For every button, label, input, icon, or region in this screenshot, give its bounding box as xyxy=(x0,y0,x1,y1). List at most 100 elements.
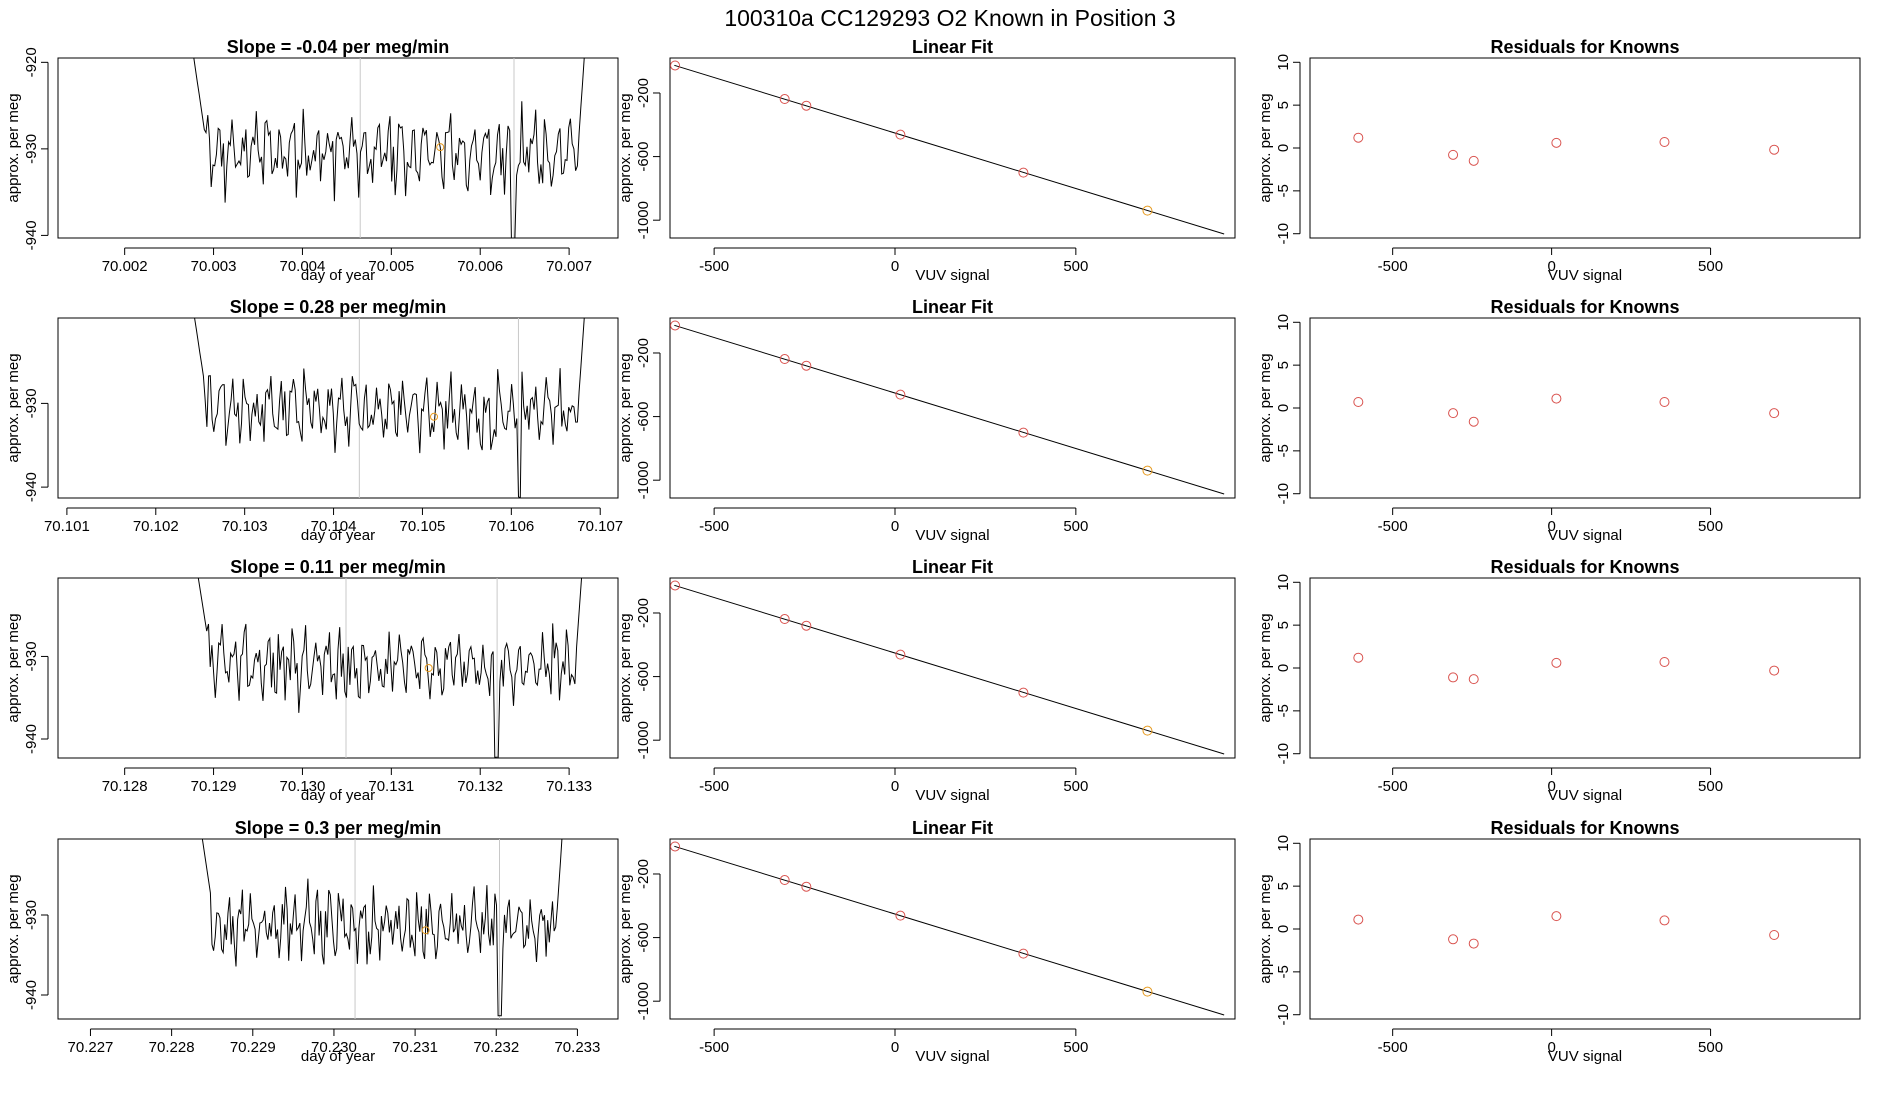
y-axis-label: approx. per meg xyxy=(1257,353,1274,462)
x-axis-label: day of year xyxy=(301,787,375,804)
data-point xyxy=(670,320,681,331)
time-series-line xyxy=(201,839,563,1017)
y-axis-label: approx. per meg xyxy=(5,93,22,202)
y-tick-label: -600 xyxy=(635,142,652,172)
x-tick-label: 70.004 xyxy=(279,258,325,275)
y-axis-label: approx. per meg xyxy=(1257,93,1274,202)
data-point xyxy=(895,389,906,400)
x-tick-label: 70.233 xyxy=(554,1039,600,1056)
x-axis: -500 0 500 xyxy=(699,1028,1088,1056)
y-tick-label: 0 xyxy=(1275,664,1292,672)
residual-point xyxy=(1551,137,1562,148)
y-axis: -200 -600 -1000 xyxy=(635,78,661,239)
y-tick-label: -10 xyxy=(1275,483,1292,505)
data-point xyxy=(670,580,681,591)
panel-time-2: Slope = 0.28 per meg/min day of year appro… xyxy=(5,297,623,544)
time-series-line xyxy=(193,58,585,238)
y-axis: -930 -940 xyxy=(23,388,49,502)
highlight-point xyxy=(424,664,433,672)
plot-frame xyxy=(57,57,619,239)
x-axis-label: day of year xyxy=(301,267,375,284)
highlight-point xyxy=(421,926,430,935)
x-axis-label: VUV signal xyxy=(915,787,989,804)
x-axis: -500 0 500 xyxy=(1378,1028,1723,1056)
fit-line xyxy=(674,845,1225,1016)
x-tick-label: 0 xyxy=(891,778,899,795)
panel-title: Slope = -0.04 per meg/min xyxy=(227,37,450,57)
plot-area xyxy=(1353,393,1780,427)
data-point xyxy=(670,841,681,852)
residual-point xyxy=(1659,137,1670,147)
x-tick-label: 70.104 xyxy=(311,518,357,535)
x-axis: -500 0 500 xyxy=(1378,767,1723,795)
plot-frame xyxy=(1309,57,1861,239)
x-tick-label: 70.102 xyxy=(133,518,179,535)
x-tick-label: 0 xyxy=(891,1039,899,1056)
data-point xyxy=(779,354,790,365)
y-axis: -930 -940 xyxy=(23,900,49,1010)
y-tick-label: -940 xyxy=(23,472,40,502)
x-tick-label: -500 xyxy=(1378,518,1408,535)
data-point xyxy=(801,100,812,111)
x-tick-label: 70.232 xyxy=(473,1039,519,1056)
x-tick-label: 0 xyxy=(1547,518,1555,535)
x-tick-label: -500 xyxy=(1378,258,1408,275)
x-axis: -500 0 500 xyxy=(699,507,1088,535)
x-axis: 70.101 70.102 70.103 70.104 70.105 70.106 70.1… xyxy=(44,507,623,535)
panel-title: Linear Fit xyxy=(912,37,993,57)
y-axis: -920 -930 -940 xyxy=(23,47,49,250)
data-point xyxy=(895,649,906,660)
residual-point xyxy=(1353,397,1364,407)
y-tick-label: 5 xyxy=(1275,361,1292,369)
plot-frame xyxy=(1309,577,1861,759)
y-tick-label: -10 xyxy=(1275,223,1292,245)
residual-point xyxy=(1468,674,1479,685)
x-tick-label: 500 xyxy=(1063,778,1088,795)
x-tick-label: 70.129 xyxy=(191,778,237,795)
y-tick-label: 0 xyxy=(1275,144,1292,152)
y-tick-label: -10 xyxy=(1275,743,1292,765)
data-point xyxy=(1018,687,1029,698)
y-tick-label: -940 xyxy=(23,980,40,1010)
x-tick-label: 70.132 xyxy=(457,778,503,795)
x-axis: -500 0 500 xyxy=(699,247,1088,275)
x-axis: -500 0 500 xyxy=(1378,507,1723,535)
y-tick-label: -1000 xyxy=(635,982,652,1020)
y-axis-label: approx. per meg xyxy=(617,613,634,722)
x-axis-label: VUV signal xyxy=(1548,527,1622,544)
y-tick-label: -940 xyxy=(23,220,40,250)
y-axis: -200 -600 -1000 xyxy=(635,859,661,1020)
y-tick-label: -940 xyxy=(23,724,40,754)
y-tick-label: -200 xyxy=(635,78,652,108)
data-point xyxy=(1018,427,1029,438)
plot-frame xyxy=(1309,838,1861,1020)
y-tick-label: -1000 xyxy=(635,201,652,239)
data-point xyxy=(779,875,790,886)
x-axis-label: VUV signal xyxy=(1548,787,1622,804)
highlight-point xyxy=(1142,725,1153,736)
y-tick-label: 10 xyxy=(1275,835,1292,852)
plot-area xyxy=(670,580,1225,755)
x-tick-label: 70.106 xyxy=(488,518,534,535)
plot-frame xyxy=(57,577,619,759)
data-point xyxy=(895,129,906,140)
x-tick-label: 500 xyxy=(1063,518,1088,535)
time-series-line xyxy=(197,578,583,758)
residual-point xyxy=(1551,393,1562,404)
panel-title: Linear Fit xyxy=(912,297,993,317)
y-tick-label: -600 xyxy=(635,662,652,692)
x-axis-label: VUV signal xyxy=(915,267,989,284)
x-tick-label: -500 xyxy=(699,1039,729,1056)
x-tick-label: 70.128 xyxy=(102,778,148,795)
x-tick-label: -500 xyxy=(1378,778,1408,795)
x-tick-label: 70.101 xyxy=(44,518,90,535)
x-tick-label: 500 xyxy=(1698,1039,1723,1056)
panel-fit-1: Linear Fit VUV signal approx. per meg -500 0… xyxy=(617,37,1236,284)
x-tick-label: 70.229 xyxy=(230,1039,276,1056)
y-tick-label: 10 xyxy=(1275,574,1292,591)
y-tick-label: -600 xyxy=(635,402,652,432)
residual-point xyxy=(1448,934,1459,945)
x-tick-label: -500 xyxy=(1378,1039,1408,1056)
plot-frame xyxy=(57,838,619,1020)
